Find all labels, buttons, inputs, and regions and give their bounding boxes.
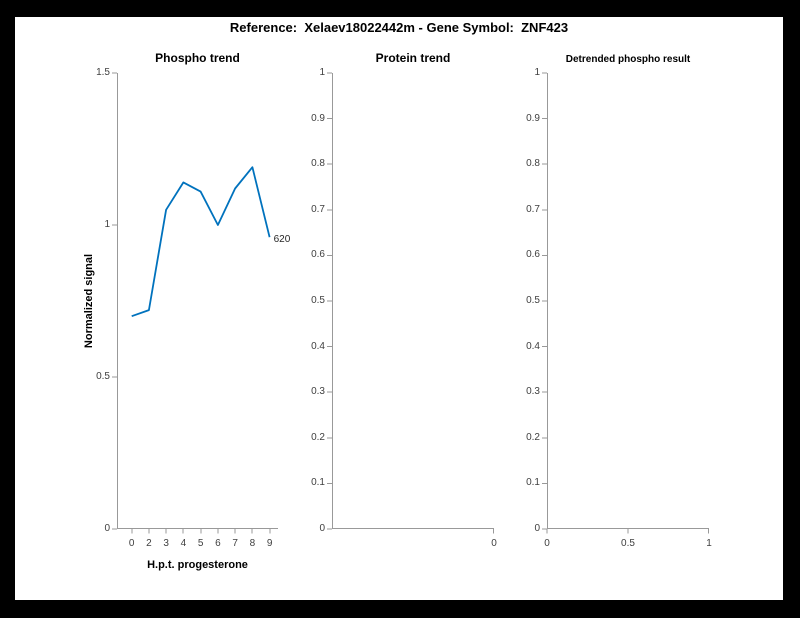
subplot-detrended-phospho-result: 0 0.1 0.2 0.3 0.4 0.5 0.6 0.7 0.8 0.9 1 0 0.5 1 Detren… [526,54,712,549]
x-tick-label: 8 [249,538,256,549]
axis-lines [112,72,278,534]
y-tick-label: 0.5 [526,295,540,306]
x-tick-label: 6 [215,538,221,549]
y-tick-label: 0.5 [311,295,325,306]
plot-title: Protein trend [375,51,451,65]
plot-area [327,72,494,534]
y-tick-label: 0.9 [311,112,325,124]
x-axis-label: H.p.t. progesterone [147,559,248,571]
y-tick-label: 0.6 [311,249,325,261]
y-tick-label: 1 [104,219,110,230]
figure-title: Reference: Xelaev18022442m - Gene Symbol… [229,20,569,35]
subplot-phospho-trend: 0 0.5 1 1.5 0 2 3 4 5 6 7 8 9 620 Phospho trend H.p.t. … [83,51,290,571]
y-tick-label: 0 [534,523,540,534]
x-tick-label: 3 [163,538,169,549]
y-tick-label: 0.5 [96,371,110,382]
plot-title: Phospho trend [155,51,240,65]
y-tick-label: 1 [534,67,540,78]
y-tick-label: 0.3 [311,386,325,398]
plot-area [112,72,278,534]
x-tick-label: 0.5 [621,538,635,549]
x-tick-label: 1 [706,538,712,549]
y-tick-label: 0 [319,523,325,534]
y-tick-label: 0.7 [526,203,540,215]
y-tick-label: 1.5 [96,67,110,78]
y-tick-label: 0 [104,523,110,534]
y-tick-label: 1 [319,67,325,78]
y-tick-label: 0.1 [311,477,325,489]
x-tick-label: 5 [197,538,204,549]
subplot-protein-trend: 0 0.1 0.2 0.3 0.4 0.5 0.6 0.7 0.8 0.9 1 0 Protein tr… [311,51,497,549]
y-tick-label: 0.2 [311,431,325,443]
plot-title: Detrended phospho result [565,54,691,65]
x-tick-label: 0 [491,538,497,549]
axis-lines [542,72,709,534]
x-tick-label: 4 [180,538,187,549]
y-tick-label: 0.1 [526,477,540,489]
x-tick-label: 0 [544,538,550,549]
series-end-label: 620 [273,234,291,246]
y-tick-label: 0.2 [526,431,540,443]
y-tick-label: 0.8 [311,158,325,170]
y-tick-label: 0.9 [526,112,540,124]
y-tick-label: 0.7 [311,203,325,215]
plot-area [542,72,709,534]
x-tick-label: 2 [146,538,152,549]
matlab-figure-canvas: Reference: Xelaev18022442m - Gene Symbol… [15,17,783,600]
y-tick-label: 0.4 [311,340,325,352]
y-tick-label: 0.8 [526,158,540,170]
y-tick-label: 0.3 [526,386,540,398]
x-tick-label: 0 [128,538,135,549]
y-axis-label: Normalized signal [83,253,95,349]
x-tick-label: 9 [266,538,273,549]
trend-line [131,166,271,318]
axis-lines [327,72,494,534]
x-tick-label: 7 [232,538,238,549]
y-tick-label: 0.6 [526,249,540,261]
y-tick-label: 0.4 [526,340,540,352]
